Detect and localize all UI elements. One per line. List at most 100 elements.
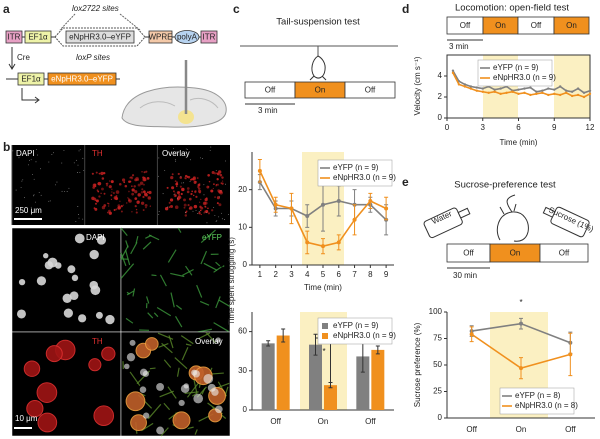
th-signal [169,198,174,202]
error-bar [328,382,333,389]
data-point [559,85,562,88]
dapi-signal [224,183,226,185]
y-tick-label: 25 [433,387,442,396]
scale-label: 250 μm [15,206,42,215]
data-point [463,85,467,88]
th-signal [130,176,132,179]
dapi-signal [78,150,80,152]
dapi-signal [190,159,191,161]
dapi-signal [210,146,212,148]
th-signal [117,206,121,210]
eyfp-fiber [199,300,210,306]
th-signal [97,182,100,185]
th-signal [111,191,113,193]
data-point [541,89,544,92]
th-signal [91,172,94,175]
dapi-signal [202,158,203,159]
dapi-signal [64,190,66,192]
th-signal [111,188,113,190]
eyfp-fiber [191,392,197,397]
eyfp-fiber [177,227,182,233]
dapi-signal [48,200,50,202]
mouse [496,194,529,242]
suspension-bar [240,45,398,56]
dapi-signal [55,184,56,186]
eyfp-fiber [175,304,183,310]
dapi-signal [197,213,198,214]
y-tick-label: 2 [438,92,443,101]
data-point [487,91,490,95]
th-signal [101,205,106,210]
epoch-box [344,81,396,99]
eyfp-fiber [205,331,217,344]
promoter-label: EF1α [28,33,48,42]
th-cell [172,411,191,430]
dapi-signal [192,210,194,212]
th-signal [183,198,186,202]
dapi-signal [221,212,222,214]
data-point [384,206,389,211]
th-signal [210,189,214,193]
eyfp-fiber [194,429,198,435]
eyfp-fiber [153,312,159,318]
lox-pointer [59,13,141,31]
th-signal [192,177,196,181]
dapi-signal [187,149,188,151]
dapi-signal [180,176,182,178]
nucleus [139,386,147,393]
th-signal [145,207,147,209]
nucleus [47,257,58,268]
th-signal [129,180,132,183]
nucleus [193,393,204,404]
data-point [517,92,520,96]
data-point [463,83,467,86]
th-cell [36,382,58,403]
th-cell [26,399,44,418]
th-signal [197,187,201,190]
dapi-signal [189,181,191,182]
eyfp-fiber [125,240,129,248]
data-point [535,90,538,93]
loxp-label: loxP sites [76,53,110,62]
epoch-label: Off [559,249,570,258]
y-axis-label: Time spent struggling (s) [227,237,236,325]
bar [356,356,370,410]
dapi-signal [228,214,229,215]
data-point [481,87,484,90]
x-tick-label: Off [270,417,281,426]
eyfp-fiber [125,317,134,324]
data-point [523,87,526,90]
th-signal [124,184,128,188]
data-point [517,88,520,91]
th-signal [100,171,104,176]
nucleus [156,426,165,435]
th-signal [203,212,205,214]
data-point [451,71,455,75]
eyfp-fiber [213,266,222,273]
scale-label: 10 μm [15,414,38,423]
th-signal [145,170,148,173]
data-point [570,94,574,98]
th-signal [112,191,115,195]
eyfp-fiber [156,306,172,317]
x-tick-label: Off [565,425,576,434]
data-point [457,83,461,86]
nucleus [96,235,107,245]
legend-swatch [322,333,328,339]
data-point [529,86,532,89]
dapi-signal [213,206,215,208]
x-tick-label: 9 [552,123,557,132]
th-signal [134,190,138,194]
th-signal [114,196,119,201]
x-tick-label: 3 [289,270,294,279]
data-point [257,168,262,173]
dapi-signal [218,196,220,198]
dapi-signal [79,172,81,173]
th-signal [136,178,139,182]
legend-box [499,387,575,415]
data-point [368,198,373,203]
nucleus [156,382,165,391]
th-signal [146,191,149,193]
th-signal [200,198,202,200]
